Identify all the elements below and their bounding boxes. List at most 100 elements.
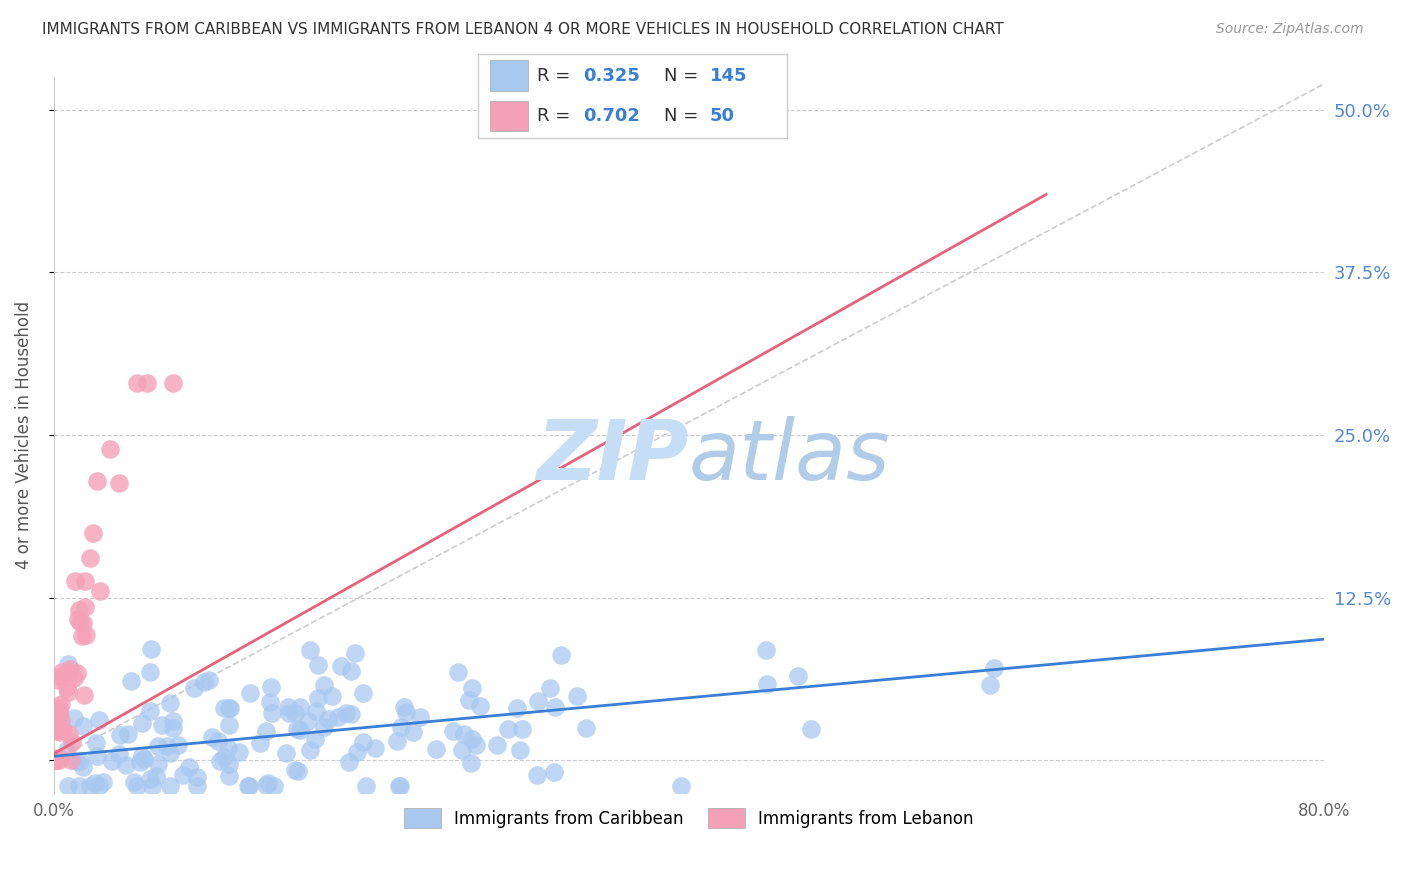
- Point: [298, 742, 321, 756]
- Point: [86, 748, 108, 763]
- Point: [58, 685, 80, 699]
- Point: [983, 661, 1005, 675]
- Point: [45, 753, 67, 767]
- Point: [305, 704, 328, 718]
- Point: [44, 751, 66, 765]
- Y-axis label: 4 or more Vehicles in Household: 4 or more Vehicles in Household: [15, 301, 32, 569]
- Text: R =: R =: [537, 67, 576, 85]
- Point: [121, 674, 143, 689]
- Point: [544, 699, 567, 714]
- Point: [44, 753, 66, 767]
- Point: [786, 668, 808, 682]
- Point: [122, 774, 145, 789]
- Point: [214, 701, 236, 715]
- Point: [283, 763, 305, 777]
- Point: [509, 743, 531, 757]
- Point: [260, 706, 283, 721]
- Point: [86, 475, 108, 489]
- Point: [207, 734, 229, 748]
- Point: [48, 703, 70, 717]
- Point: [110, 728, 132, 742]
- Point: [100, 754, 122, 768]
- Point: [193, 674, 215, 689]
- Point: [72, 629, 94, 643]
- Point: [129, 755, 152, 769]
- Text: N =: N =: [664, 107, 703, 125]
- Point: [526, 768, 548, 782]
- Point: [72, 760, 94, 774]
- Point: [538, 681, 561, 695]
- Point: [60, 753, 83, 767]
- Bar: [491, 61, 527, 91]
- Point: [48, 706, 70, 721]
- Point: [67, 779, 90, 793]
- Bar: [491, 101, 527, 131]
- Text: IMMIGRANTS FROM CARIBBEAN VS IMMIGRANTS FROM LEBANON 4 OR MORE VEHICLES IN HOUSE: IMMIGRANTS FROM CARIBBEAN VS IMMIGRANTS …: [42, 22, 1004, 37]
- Text: 50: 50: [710, 107, 735, 125]
- Point: [72, 616, 94, 631]
- Point: [326, 710, 349, 724]
- Point: [183, 681, 205, 695]
- Text: 0.702: 0.702: [583, 107, 640, 125]
- Point: [49, 714, 72, 728]
- Point: [93, 774, 115, 789]
- Point: [56, 779, 79, 793]
- Point: [179, 760, 201, 774]
- Point: [387, 779, 409, 793]
- Point: [46, 723, 69, 738]
- Point: [67, 603, 90, 617]
- Point: [52, 723, 75, 737]
- Point: [288, 699, 311, 714]
- Point: [44, 753, 66, 767]
- Point: [461, 681, 484, 695]
- Point: [344, 646, 367, 660]
- Point: [48, 701, 70, 715]
- Point: [364, 741, 387, 756]
- Point: [132, 752, 155, 766]
- Text: R =: R =: [537, 107, 576, 125]
- Text: atlas: atlas: [689, 416, 890, 497]
- Point: [162, 376, 184, 390]
- Point: [48, 753, 70, 767]
- Point: [285, 722, 308, 736]
- Point: [45, 753, 67, 767]
- Point: [66, 665, 89, 680]
- Point: [146, 757, 169, 772]
- Point: [263, 779, 285, 793]
- Point: [441, 723, 464, 738]
- Point: [498, 723, 520, 737]
- Point: [48, 723, 70, 737]
- Point: [56, 743, 79, 757]
- Point: [460, 756, 482, 771]
- Point: [209, 754, 232, 768]
- Point: [131, 748, 153, 763]
- Point: [79, 550, 101, 565]
- Point: [66, 612, 89, 626]
- Point: [755, 643, 778, 657]
- Point: [284, 706, 307, 721]
- Point: [159, 696, 181, 710]
- Point: [453, 726, 475, 740]
- Point: [425, 742, 447, 756]
- Text: 145: 145: [710, 67, 748, 85]
- Point: [312, 719, 335, 733]
- Text: ZIP: ZIP: [536, 416, 689, 497]
- Point: [447, 665, 470, 679]
- Point: [321, 689, 343, 703]
- Point: [45, 707, 67, 722]
- Point: [58, 657, 80, 671]
- Point: [197, 673, 219, 687]
- Point: [125, 779, 148, 793]
- Point: [51, 697, 73, 711]
- Point: [114, 758, 136, 772]
- Point: [256, 776, 278, 790]
- Point: [79, 779, 101, 793]
- Text: Source: ZipAtlas.com: Source: ZipAtlas.com: [1216, 22, 1364, 37]
- Point: [201, 731, 224, 745]
- Point: [44, 753, 66, 767]
- Point: [141, 779, 163, 793]
- Point: [307, 690, 329, 705]
- Point: [58, 727, 80, 741]
- Legend: Immigrants from Caribbean, Immigrants from Lebanon: Immigrants from Caribbean, Immigrants fr…: [398, 802, 980, 834]
- Point: [172, 768, 194, 782]
